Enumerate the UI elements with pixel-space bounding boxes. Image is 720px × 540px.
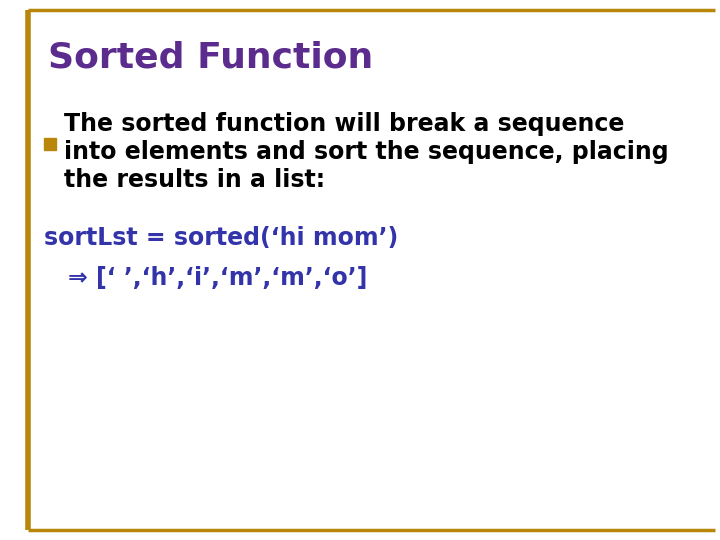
Text: sortLst = sorted(‘hi mom’): sortLst = sorted(‘hi mom’)	[44, 226, 398, 250]
Text: Sorted Function: Sorted Function	[48, 40, 373, 74]
Text: the results in a list:: the results in a list:	[64, 168, 325, 192]
Text: into elements and sort the sequence, placing: into elements and sort the sequence, pla…	[64, 140, 669, 164]
Text: The sorted function will break a sequence: The sorted function will break a sequenc…	[64, 112, 624, 136]
Text: ⇒ [‘ ’,‘h’,‘i’,‘m’,‘m’,‘o’]: ⇒ [‘ ’,‘h’,‘i’,‘m’,‘m’,‘o’]	[68, 266, 367, 290]
Bar	[44, 138, 56, 150]
